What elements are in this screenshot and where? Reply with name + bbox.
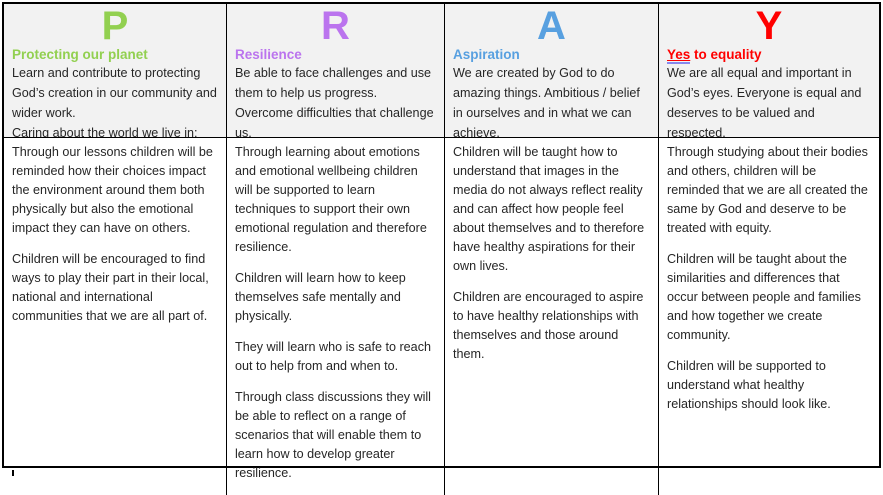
column-y: Y Yes to equality We are all equal and i…	[659, 4, 879, 495]
column-title: Yes to equality	[667, 46, 871, 63]
column-r: R Resilience Be able to face challenges …	[227, 4, 445, 495]
column-title: Aspiration	[453, 46, 650, 63]
body-paragraph: Through our lessons children will be rem…	[12, 145, 213, 235]
column-title-rest: Aspiration	[453, 47, 520, 62]
column-letter: R	[321, 4, 350, 48]
body-cell: Children will be taught how to understan…	[445, 138, 658, 495]
header-cell: Y Yes to equality We are all equal and i…	[659, 4, 879, 138]
header-description-line: Caring about the world we live in;	[12, 126, 198, 138]
body-paragraph: Children will be encouraged to find ways…	[12, 252, 209, 323]
header-cell: R Resilience Be able to face challenges …	[227, 4, 444, 138]
column-title-rest: Protecting our planet	[12, 47, 148, 62]
body-paragraph: Children are encouraged to aspire to hav…	[453, 290, 644, 361]
column-title-rest: Resilience	[235, 47, 302, 62]
header-description-line: Learn and contribute to protecting God’s…	[12, 66, 217, 120]
column-description: Learn and contribute to protecting God’s…	[12, 63, 218, 138]
column-description: We are all equal and important in God’s …	[667, 63, 871, 138]
column-title-rest: to equality	[690, 47, 762, 62]
header-description-line: We are all equal and important in God’s …	[667, 66, 862, 138]
body-paragraph: Through class discussions they will be a…	[235, 390, 431, 480]
header-description-line: We are created by God to do amazing thin…	[453, 66, 640, 138]
column-title: Protecting our planet	[12, 46, 218, 63]
column-description: We are created by God to do amazing thin…	[453, 63, 650, 138]
header-cell: P Protecting our planet Learn and contri…	[4, 4, 226, 138]
column-p: P Protecting our planet Learn and contri…	[4, 4, 227, 495]
column-letter: Y	[755, 4, 783, 48]
body-paragraph: Through learning about emotions and emot…	[235, 145, 427, 254]
column-a: A Aspiration We are created by God to do…	[445, 4, 659, 495]
body-paragraph: Children will be taught about the simila…	[667, 252, 861, 342]
header-description-line: Be able to face challenges and use them …	[235, 66, 434, 138]
column-letter: P	[101, 4, 129, 48]
body-paragraph: They will learn who is safe to reach out…	[235, 340, 431, 373]
body-paragraph: Children will be supported to understand…	[667, 359, 831, 411]
body-paragraph: Children will learn how to keep themselv…	[235, 271, 406, 323]
column-letter: A	[537, 4, 566, 48]
body-paragraph: Through studying about their bodies and …	[667, 145, 868, 235]
column-title: Resilience	[235, 46, 436, 63]
text-cursor	[12, 470, 14, 476]
column-description: Be able to face challenges and use them …	[235, 63, 436, 138]
body-cell: Through learning about emotions and emot…	[227, 138, 444, 495]
body-cell: Through our lessons children will be rem…	[4, 138, 226, 495]
header-cell: A Aspiration We are created by God to do…	[445, 4, 658, 138]
body-paragraph: Children will be taught how to understan…	[453, 145, 645, 273]
body-cell: Through studying about their bodies and …	[659, 138, 879, 495]
column-title-underlined: Yes	[667, 47, 691, 62]
